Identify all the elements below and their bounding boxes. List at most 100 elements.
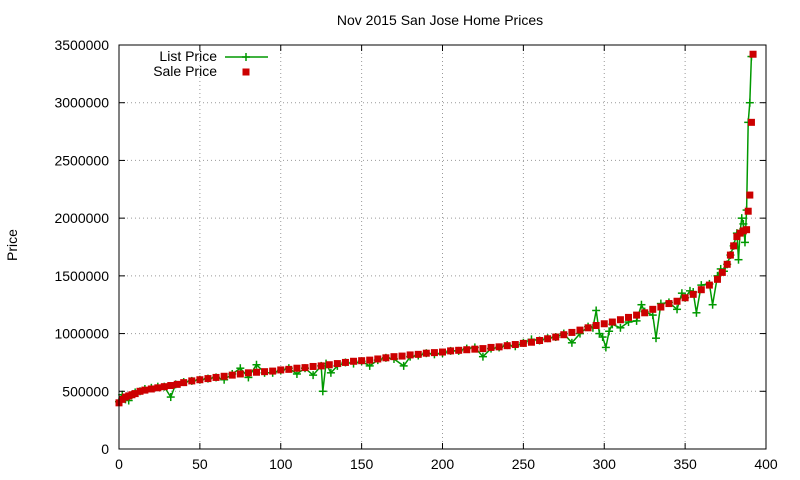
list-price-point [673,305,682,314]
y-axis-label: Price [4,229,20,261]
sale-price-point [649,305,657,313]
sale-price-point [154,384,162,392]
sale-price-point [301,364,309,372]
y-tick-label: 2000000 [54,210,109,226]
sale-price-point [616,316,624,324]
sale-price-point [463,346,471,354]
x-tick-label: 50 [192,456,208,472]
series-sale-price [115,50,757,407]
sale-price-point [673,297,681,305]
sale-price-point [723,260,731,268]
list-price-point [637,300,646,309]
sale-price-point [726,251,734,259]
sale-price-point [422,349,430,357]
list-price-point [318,387,327,396]
x-tick-label: 300 [593,456,617,472]
list-price-point [598,333,607,342]
sale-price-point [374,355,382,363]
sale-price-point [447,347,455,355]
sale-price-point [503,342,511,350]
sale-price-point [261,368,269,376]
sale-price-point [744,207,752,215]
sale-price-point [160,383,168,391]
ticks [118,44,767,450]
sale-price-point [228,371,236,379]
x-tick-label: 100 [269,456,293,472]
grid [119,45,766,449]
list-price-point [252,360,261,369]
sale-price-point [204,375,212,383]
list-price-point [734,255,743,264]
sale-price-point [536,336,544,344]
sale-price-point [641,309,649,317]
sale-price-point [390,353,398,361]
sale-price-point [244,369,252,377]
sale-price-point [414,350,422,358]
legend-label-sale-price: Sale Price [153,63,217,79]
sale-price-point [341,358,349,366]
list-price-point [399,361,408,370]
sale-price-point [398,352,406,360]
list-price-point [592,306,601,315]
legend-swatch-list-price [225,53,268,61]
sale-price-point [479,345,487,353]
sale-price-point [212,373,220,381]
list-price-point [326,368,335,377]
list-price-point [692,308,701,317]
legend: List Price Sale Price [153,48,268,79]
sale-price-point [560,331,568,339]
list-price-point [737,214,746,223]
legend-label-list-price: List Price [159,48,217,64]
sale-price-point [487,343,495,351]
sale-price-point [455,346,463,354]
y-tick-label: 0 [101,441,109,457]
sale-price-point [576,326,584,334]
sale-price-point [285,365,293,373]
sale-price-point [747,118,755,126]
sale-price-point [196,376,204,384]
y-tick-label: 500000 [62,383,109,399]
sale-price-point [366,356,374,364]
sale-price-point [665,300,673,308]
list-price-point [740,238,749,247]
sale-price-point [625,313,633,321]
sale-price-point [136,387,144,395]
sale-price-point [584,324,592,332]
sale-price-point [544,335,552,343]
sale-price-point [718,268,726,276]
sale-price-point [141,386,149,394]
sale-price-point [350,357,358,365]
sale-price-point [293,364,301,372]
sale-price-point [333,360,341,368]
sale-price-point [743,226,751,234]
sale-price-point [309,362,317,370]
y-tick-label: 3500000 [54,37,109,53]
sale-price-point [600,320,608,328]
chart-title: Nov 2015 San Jose Home Prices [337,12,543,28]
x-tick-label: 350 [673,456,697,472]
x-tick-label: 250 [512,456,536,472]
sale-price-point [511,341,519,349]
sale-price-point [277,366,285,374]
list-price-point [616,323,625,332]
list-price-point [478,352,487,361]
sale-price-point [608,318,616,326]
sale-price-point [730,242,738,250]
x-tick-label: 0 [115,456,123,472]
y-tick-label: 1500000 [54,268,109,284]
y-tick-label: 2500000 [54,152,109,168]
sale-price-point [527,338,535,346]
legend-marker-list-price [242,53,250,61]
sale-price-point [325,361,333,369]
sale-price-point [406,351,414,359]
sale-price-point [713,275,721,283]
sale-price-point [495,343,503,351]
sale-price-point [382,354,390,362]
sale-price-point [167,382,175,390]
sale-price-point [689,290,697,298]
list-price-point [309,371,318,380]
list-price-point [605,327,614,336]
legend-swatch-sale-price [242,68,250,76]
